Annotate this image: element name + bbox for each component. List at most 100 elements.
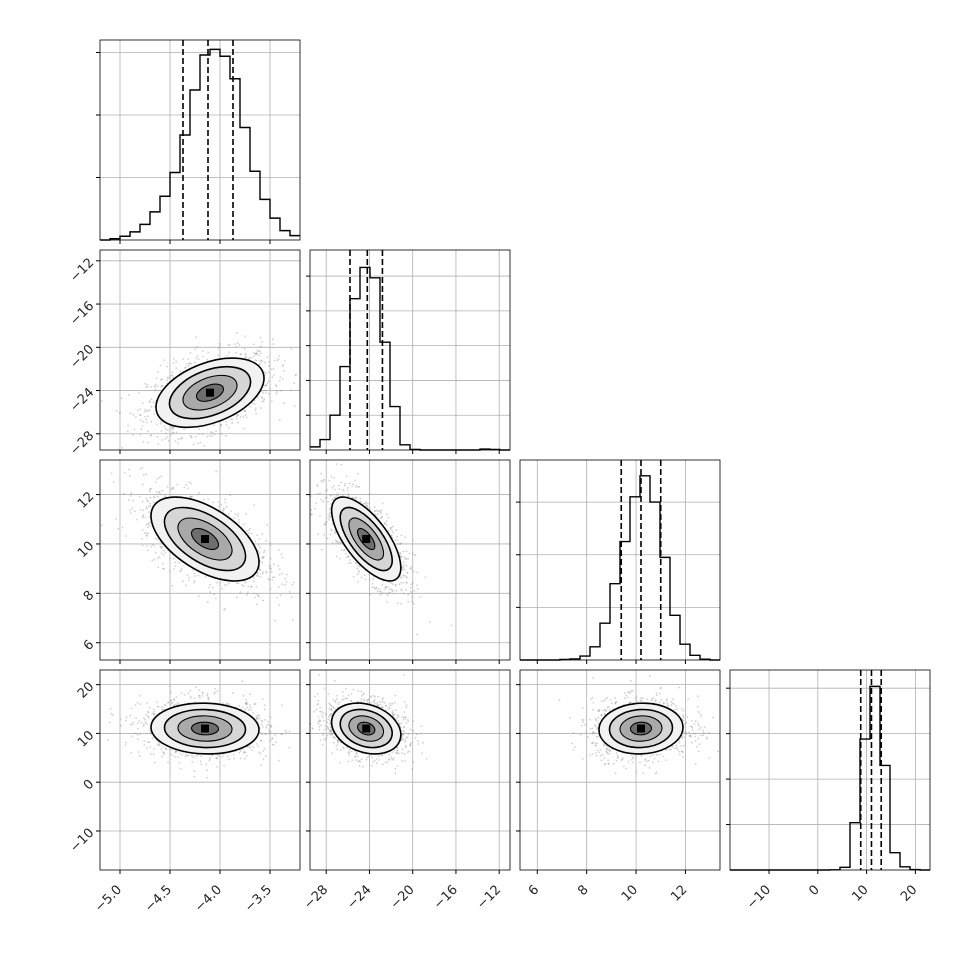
scatter-point: [269, 544, 272, 547]
scatter-point: [347, 492, 350, 495]
scatter-point: [265, 384, 267, 386]
scatter-point: [210, 431, 212, 434]
scatter-point: [206, 435, 208, 438]
scatter-point: [257, 572, 259, 575]
scatter-point: [281, 572, 283, 575]
scatter-point: [119, 411, 121, 414]
scatter-point: [240, 353, 243, 356]
scatter-point: [344, 484, 346, 487]
scatter-point: [116, 409, 118, 412]
scatter-point: [255, 407, 257, 409]
scatter-point: [329, 494, 331, 497]
scatter-point: [245, 513, 248, 516]
scatter-point: [385, 585, 388, 588]
scatter-point: [375, 513, 377, 516]
scatter-point: [335, 542, 337, 545]
scatter-point: [127, 424, 129, 427]
scatter-point: [139, 755, 141, 757]
scatter-point: [128, 468, 130, 471]
scatter-point: [317, 533, 320, 536]
scatter-point: [401, 569, 404, 571]
scatter-point: [330, 529, 333, 532]
scatter-point: [369, 593, 372, 596]
scatter-point: [145, 418, 148, 421]
scatter-point: [189, 435, 192, 437]
scatter-point: [175, 750, 178, 753]
scatter-point: [220, 423, 223, 426]
scatter-point: [264, 384, 267, 387]
scatter-point: [221, 587, 224, 590]
scatter-point: [354, 479, 356, 482]
scatter-point: [201, 691, 204, 694]
scatter-point: [197, 442, 199, 445]
scatter-point: [135, 717, 138, 719]
scatter-point: [141, 544, 144, 547]
scatter-point: [154, 388, 157, 391]
scatter-point: [278, 549, 280, 552]
scatter-point: [137, 409, 140, 412]
scatter-point: [246, 706, 249, 709]
scatter-point: [160, 385, 162, 388]
scatter-point: [190, 697, 192, 699]
scatter-point: [332, 542, 334, 544]
panel-contents: [310, 460, 510, 660]
scatter-point: [157, 557, 159, 560]
scatter-point: [186, 574, 189, 576]
scatter-point: [174, 755, 177, 758]
scatter-point: [259, 352, 262, 355]
scatter-point: [255, 743, 258, 745]
scatter-point: [275, 385, 278, 387]
scatter-point: [159, 545, 162, 548]
scatter-point: [92, 420, 94, 422]
scatter-point: [150, 546, 153, 548]
scatter-point: [379, 510, 382, 513]
scatter-point: [220, 424, 222, 426]
scatter-point: [329, 511, 332, 514]
scatter-point: [189, 352, 192, 354]
scatter-point: [244, 356, 247, 358]
scatter-point: [124, 741, 127, 744]
scatter-point: [159, 378, 162, 381]
scatter-point: [278, 355, 280, 357]
scatter-point: [375, 586, 378, 589]
scatter-point: [224, 498, 226, 501]
scatter-point: [289, 591, 291, 593]
scatter-point: [267, 578, 270, 580]
scatter-point: [267, 371, 270, 374]
scatter-point: [148, 409, 151, 411]
scatter-point: [233, 517, 236, 519]
scatter-point: [199, 441, 202, 444]
scatter-point: [405, 576, 408, 578]
scatter-point: [214, 688, 217, 690]
scatter-point: [267, 723, 270, 726]
scatter-point: [167, 429, 169, 432]
scatter-point: [161, 562, 164, 565]
scatter-point: [383, 588, 386, 590]
scatter-point: [400, 555, 402, 558]
scatter-point: [320, 498, 322, 501]
scatter-point: [164, 427, 167, 430]
y-tick-label: −28: [67, 428, 97, 458]
scatter-point: [211, 586, 214, 589]
scatter-point: [410, 592, 413, 595]
scatter-point: [357, 569, 360, 572]
scatter-point: [258, 714, 260, 717]
scatter-point: [351, 485, 354, 488]
scatter-point: [145, 386, 147, 389]
scatter-point: [133, 428, 136, 431]
scatter-point: [369, 508, 372, 511]
scatter-point: [258, 538, 261, 540]
scatter-point: [339, 541, 342, 544]
scatter-point: [369, 578, 371, 581]
histogram-step-line: [100, 48, 300, 241]
scatter-point: [275, 391, 278, 393]
scatter-point: [260, 345, 263, 347]
scatter-point: [170, 425, 173, 428]
scatter-point: [166, 365, 169, 368]
scatter-point: [211, 435, 213, 437]
scatter-point: [251, 402, 254, 404]
scatter-point: [256, 715, 259, 717]
scatter-point: [399, 542, 401, 545]
scatter-point: [327, 501, 329, 503]
scatter-point: [139, 457, 141, 459]
